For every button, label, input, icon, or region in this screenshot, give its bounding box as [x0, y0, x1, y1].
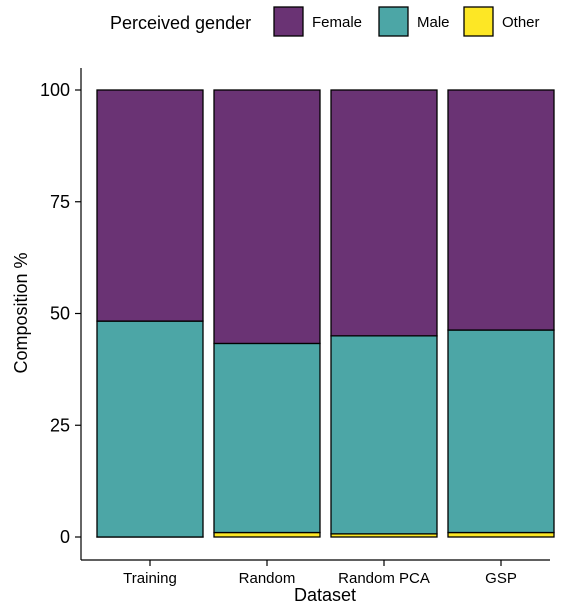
bar-random-other — [213, 531, 321, 538]
legend-key-other — [463, 6, 494, 37]
bar-gsp-other — [447, 531, 555, 538]
y-axis-title: Composition % — [11, 252, 31, 373]
x-tick-label: GSP — [485, 570, 517, 587]
legend: Perceived gender Female Male Other — [110, 6, 540, 37]
bar-random-female — [213, 89, 321, 345]
axes: Training Random Random PCA GSP 0 25 50 75 100 — [40, 68, 550, 587]
y-tick-label: 75 — [50, 192, 70, 212]
legend-title: Perceived gender — [110, 13, 251, 33]
bar-random-male — [213, 342, 321, 534]
legend-key-female — [273, 6, 304, 37]
y-tick-label: 25 — [50, 415, 70, 435]
y-tick-label: 0 — [60, 527, 70, 547]
x-axis-title: Dataset — [294, 585, 356, 605]
legend-key-male — [378, 6, 409, 37]
legend-label-female: Female — [312, 14, 362, 31]
x-tick-label: Random — [239, 570, 296, 587]
legend-label-other: Other — [502, 14, 540, 31]
plot-area — [96, 89, 555, 538]
legend-label-male: Male — [417, 14, 450, 31]
bar-gsp-male — [447, 329, 555, 534]
bar-random-pca-female — [330, 89, 438, 337]
y-tick-label: 50 — [50, 304, 70, 324]
bar-training-female — [96, 89, 204, 322]
x-tick-label: Training — [123, 570, 177, 587]
y-tick-label: 100 — [40, 80, 70, 100]
bar-random-pca-male — [330, 335, 438, 535]
bar-training-male — [96, 320, 204, 538]
bar-gsp-female — [447, 89, 555, 331]
x-tick-label: Random PCA — [338, 570, 430, 587]
